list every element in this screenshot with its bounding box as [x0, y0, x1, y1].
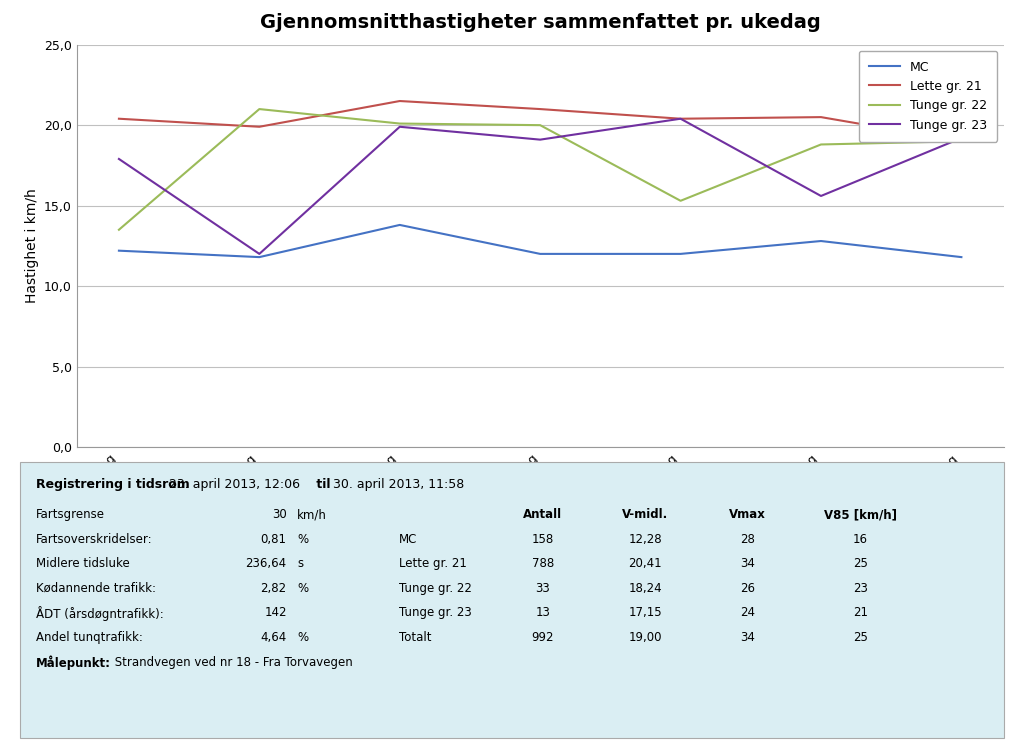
Tunge gr. 23	[955, 133, 968, 142]
Text: 28: 28	[740, 533, 755, 545]
Text: 25: 25	[853, 557, 867, 570]
Tunge gr. 23	[535, 135, 547, 144]
Tunge gr. 23	[675, 114, 687, 123]
Lette gr. 21	[253, 122, 265, 131]
Lette gr. 21	[113, 114, 125, 123]
Line: Tunge gr. 23: Tunge gr. 23	[119, 118, 962, 254]
Text: MC: MC	[399, 533, 418, 545]
Text: Fartsoverskridelser:: Fartsoverskridelser:	[36, 533, 153, 545]
Text: Målepunkt:: Målepunkt:	[36, 656, 111, 670]
Tunge gr. 23	[815, 191, 827, 200]
MC	[955, 253, 968, 261]
Tunge gr. 22	[535, 121, 547, 130]
Text: 30: 30	[272, 508, 287, 521]
Text: Kødannende trafikk:: Kødannende trafikk:	[36, 582, 156, 595]
Text: 13: 13	[536, 606, 550, 619]
Text: Tunge gr. 22: Tunge gr. 22	[399, 582, 472, 595]
Tunge gr. 23	[113, 154, 125, 163]
Text: 34: 34	[740, 631, 755, 644]
Text: 236,64: 236,64	[246, 557, 287, 570]
Tunge gr. 23	[393, 122, 406, 131]
Legend: MC, Lette gr. 21, Tunge gr. 22, Tunge gr. 23: MC, Lette gr. 21, Tunge gr. 22, Tunge gr…	[859, 51, 997, 142]
Text: %: %	[297, 631, 308, 644]
Text: Totalt: Totalt	[399, 631, 432, 644]
Text: Vmax: Vmax	[729, 508, 766, 521]
Text: 158: 158	[531, 533, 554, 545]
Text: til: til	[312, 478, 335, 491]
Text: 24: 24	[740, 606, 755, 619]
Text: s: s	[297, 557, 303, 570]
Title: Gjennomsnitthastigheter sammenfattet pr. ukedag: Gjennomsnitthastigheter sammenfattet pr.…	[260, 13, 820, 32]
Text: V-midl.: V-midl.	[622, 508, 669, 521]
MC	[535, 250, 547, 259]
Text: Antall: Antall	[523, 508, 562, 521]
Lette gr. 21	[675, 114, 687, 123]
Tunge gr. 22	[815, 140, 827, 149]
Text: 12,28: 12,28	[629, 533, 662, 545]
Lette gr. 21	[393, 97, 406, 106]
Text: 23. april 2013, 12:06: 23. april 2013, 12:06	[169, 478, 300, 491]
Tunge gr. 22	[675, 197, 687, 206]
Text: %: %	[297, 533, 308, 545]
Line: MC: MC	[119, 225, 962, 257]
Text: 23: 23	[853, 582, 867, 595]
Text: Andel tunqtrafikk:: Andel tunqtrafikk:	[36, 631, 142, 644]
Tunge gr. 22	[955, 137, 968, 146]
Text: km/h: km/h	[297, 508, 327, 521]
Y-axis label: Hastighet i km/h: Hastighet i km/h	[25, 188, 39, 303]
Text: 18,24: 18,24	[629, 582, 662, 595]
Line: Tunge gr. 22: Tunge gr. 22	[119, 109, 962, 229]
Text: 20,41: 20,41	[629, 557, 662, 570]
Tunge gr. 22	[113, 225, 125, 234]
Text: 992: 992	[531, 631, 554, 644]
Text: Fartsgrense: Fartsgrense	[36, 508, 104, 521]
Text: ÅDT (årsdøgntrafikk):: ÅDT (årsdøgntrafikk):	[36, 606, 164, 621]
Text: Midlere tidsluke: Midlere tidsluke	[36, 557, 130, 570]
Text: Registrering i tidsrom: Registrering i tidsrom	[36, 478, 194, 491]
Text: Tunge gr. 23: Tunge gr. 23	[399, 606, 472, 619]
Lette gr. 21	[955, 137, 968, 146]
Text: 33: 33	[536, 582, 550, 595]
Text: V85 [km/h]: V85 [km/h]	[823, 508, 897, 521]
Text: 21: 21	[853, 606, 867, 619]
Lette gr. 21	[815, 112, 827, 121]
Text: 34: 34	[740, 557, 755, 570]
Text: 2,82: 2,82	[260, 582, 287, 595]
Text: 788: 788	[531, 557, 554, 570]
MC	[113, 246, 125, 255]
Line: Lette gr. 21: Lette gr. 21	[119, 101, 962, 142]
Text: 25: 25	[853, 631, 867, 644]
Tunge gr. 22	[253, 104, 265, 113]
Text: 142: 142	[264, 606, 287, 619]
Text: 4,64: 4,64	[260, 631, 287, 644]
Text: Lette gr. 21: Lette gr. 21	[399, 557, 467, 570]
MC	[253, 253, 265, 261]
Lette gr. 21	[535, 104, 547, 113]
Text: 19,00: 19,00	[629, 631, 662, 644]
MC	[675, 250, 687, 259]
MC	[393, 221, 406, 229]
Text: 0,81: 0,81	[261, 533, 287, 545]
Text: %: %	[297, 582, 308, 595]
Text: Strandvegen ved nr 18 - Fra Torvavegen: Strandvegen ved nr 18 - Fra Torvavegen	[111, 656, 352, 668]
Text: 30. april 2013, 11:58: 30. april 2013, 11:58	[333, 478, 464, 491]
MC	[815, 237, 827, 246]
Text: 16: 16	[853, 533, 867, 545]
Text: 26: 26	[740, 582, 755, 595]
Text: 17,15: 17,15	[629, 606, 662, 619]
Tunge gr. 23	[253, 250, 265, 259]
Tunge gr. 22	[393, 119, 406, 128]
